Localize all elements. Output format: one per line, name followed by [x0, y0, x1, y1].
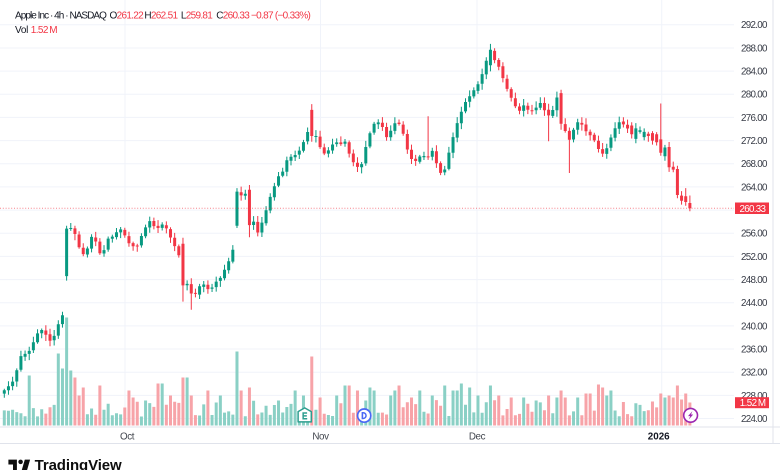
svg-text:276.00: 276.00 — [741, 113, 768, 124]
svg-text:2026: 2026 — [648, 431, 670, 442]
svg-text:292.00: 292.00 — [741, 20, 768, 31]
svg-text:260.33: 260.33 — [740, 204, 767, 215]
svg-text:272.00: 272.00 — [741, 136, 768, 147]
svg-text:Nov: Nov — [312, 431, 329, 442]
svg-text:264.00: 264.00 — [741, 182, 768, 193]
svg-text:Oct: Oct — [120, 431, 135, 442]
svg-text:224.00: 224.00 — [741, 414, 768, 425]
svg-text:256.00: 256.00 — [741, 229, 768, 240]
svg-text:252.00: 252.00 — [741, 252, 768, 263]
svg-text:280.00: 280.00 — [741, 90, 768, 101]
svg-text:TradingView: TradingView — [35, 457, 122, 470]
svg-text:1.52 M: 1.52 M — [740, 398, 766, 409]
svg-text:284.00: 284.00 — [741, 67, 768, 78]
svg-text:228.00: 228.00 — [741, 391, 768, 402]
svg-text:240.00: 240.00 — [741, 321, 768, 332]
svg-text:268.00: 268.00 — [741, 159, 768, 170]
svg-text:288.00: 288.00 — [741, 43, 768, 54]
svg-text:244.00: 244.00 — [741, 298, 768, 309]
svg-text:Dec: Dec — [469, 431, 486, 442]
svg-text:232.00: 232.00 — [741, 368, 768, 379]
svg-text:248.00: 248.00 — [741, 275, 768, 286]
svg-text:236.00: 236.00 — [741, 344, 768, 355]
